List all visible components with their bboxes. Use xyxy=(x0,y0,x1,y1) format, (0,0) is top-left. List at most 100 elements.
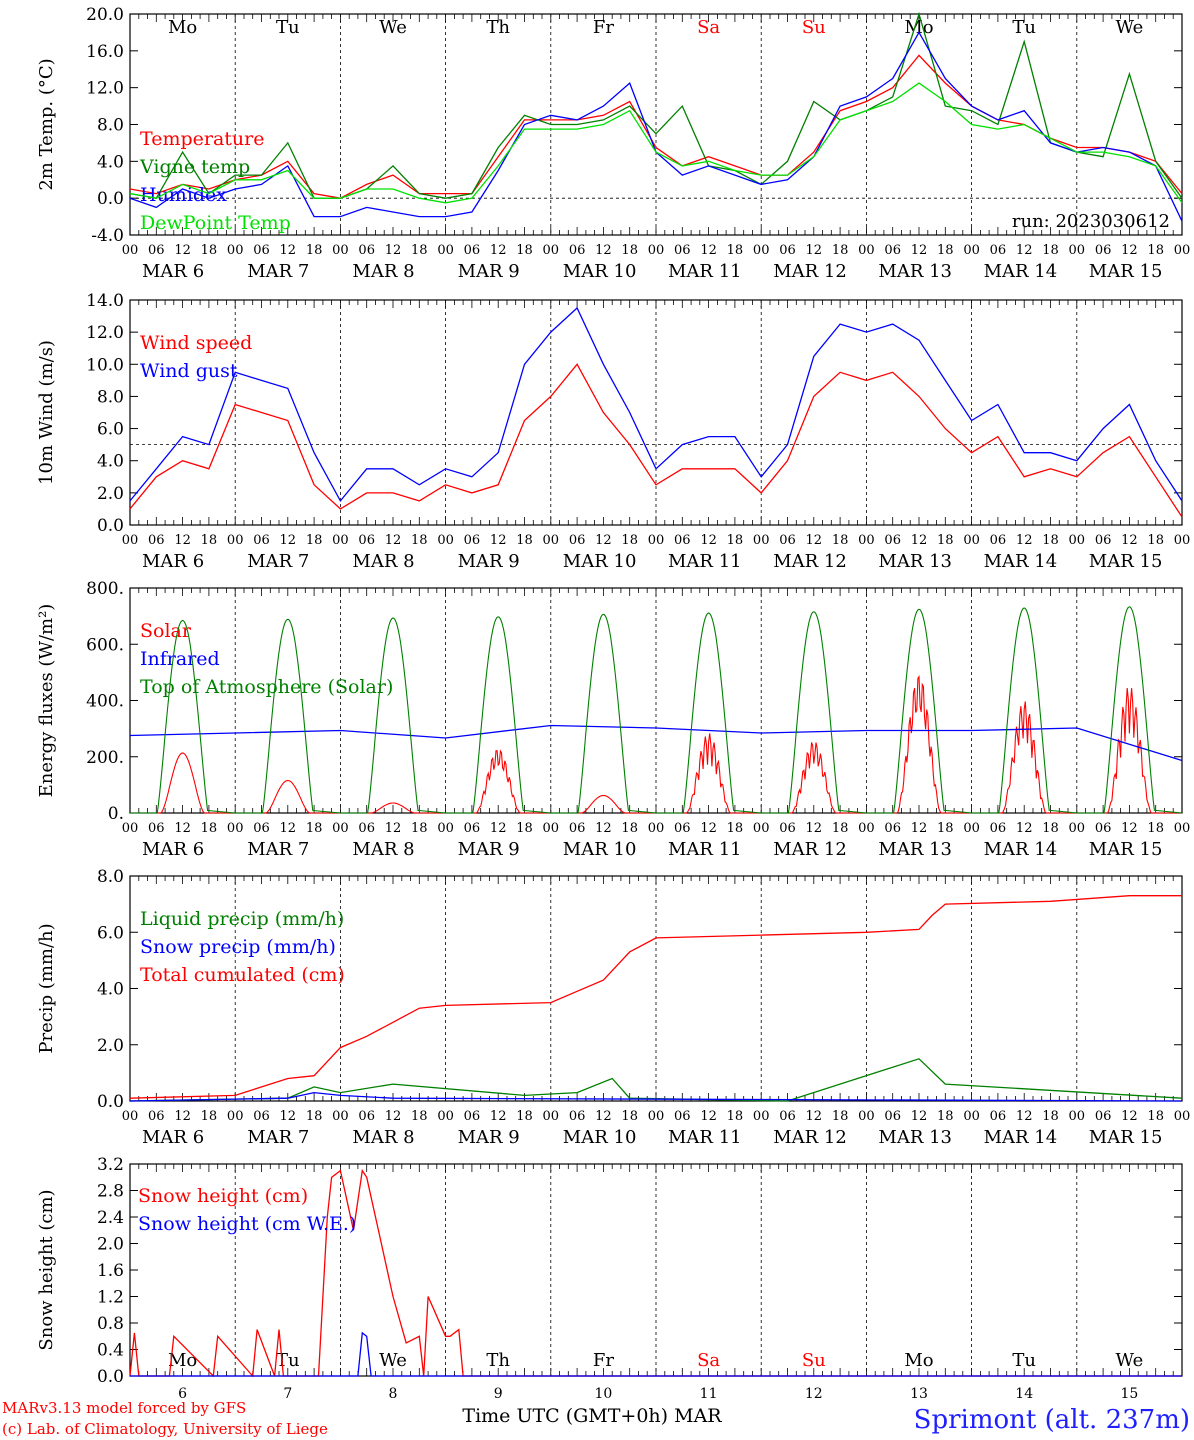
legend-entry: Wind gust xyxy=(140,360,238,382)
x-hour-label: 06 xyxy=(148,533,165,548)
x-hour-label: 18 xyxy=(411,533,428,548)
x-hour-label: 18 xyxy=(1042,1109,1059,1124)
x-hour-label: 18 xyxy=(937,243,954,258)
x-hour-label: 00 xyxy=(1069,821,1086,836)
x-hour-label: 00 xyxy=(122,1109,139,1124)
x-hour-label: 18 xyxy=(727,533,744,548)
x-hour-label: 00 xyxy=(963,821,980,836)
x-hour-label: 06 xyxy=(990,243,1007,258)
weekday-label: Mo xyxy=(168,1350,197,1371)
x-hour-label: 00 xyxy=(122,533,139,548)
y-tick-label: 4.0 xyxy=(97,452,124,472)
x-hour-label: 00 xyxy=(122,243,139,258)
x-hour-label: 12 xyxy=(1121,1109,1138,1124)
x-hour-label: 18 xyxy=(621,821,638,836)
x-hour-label: 18 xyxy=(1147,1109,1164,1124)
x-hour-label: 12 xyxy=(385,243,402,258)
legend-entry: Total cumulated (cm) xyxy=(140,964,345,986)
x-hour-label: 18 xyxy=(1042,821,1059,836)
x-date-label: MAR 11 xyxy=(668,839,742,860)
x-hour-label: 18 xyxy=(306,533,323,548)
x-hour-label: 12 xyxy=(280,1109,297,1124)
x-hour-label: 06 xyxy=(358,1109,375,1124)
x-hour-label: 06 xyxy=(779,533,796,548)
weekday-label: Sa xyxy=(697,1350,720,1371)
x-hour-label: 12 xyxy=(595,821,612,836)
panel-4: 0.0 2.0 4.0 6.0 8.0 Precip (mm/h) 00 06 12 18 00 06… xyxy=(36,867,1190,1148)
panel-2: 0.0 2.0 4.0 6.0 8.0 10.0 12.0 14.0 10m Wind (m/s… xyxy=(36,291,1190,572)
x-day-number: 15 xyxy=(1120,1386,1138,1402)
x-date-label: MAR 7 xyxy=(247,261,309,282)
x-hour-label: 18 xyxy=(201,1109,218,1124)
legend-entry: Infrared xyxy=(140,648,220,670)
x-hour-label: 00 xyxy=(963,243,980,258)
legend-entry: Snow height (cm) xyxy=(138,1185,308,1207)
x-date-label: MAR 13 xyxy=(878,261,952,282)
x-hour-label: 06 xyxy=(990,821,1007,836)
x-hour-label: 00 xyxy=(1069,243,1086,258)
x-hour-label: 12 xyxy=(806,821,823,836)
x-hour-label: 12 xyxy=(911,243,928,258)
y-tick-label: 4.0 xyxy=(97,980,124,1000)
weekday-label: Tu xyxy=(276,1350,300,1371)
y-tick-label: 0.0 xyxy=(97,1367,124,1387)
y-tick-label: 2.0 xyxy=(97,484,124,504)
x-date-label: MAR 15 xyxy=(1089,1127,1163,1148)
x-hour-label: 18 xyxy=(516,533,533,548)
y-tick-label: 20.0 xyxy=(86,5,124,25)
y-tick-label: 0.0 xyxy=(97,516,124,536)
x-hour-label: 12 xyxy=(490,243,507,258)
y-tick-label: 400. xyxy=(86,692,124,712)
x-hour-label: 00 xyxy=(1174,243,1191,258)
x-hour-label: 06 xyxy=(779,243,796,258)
x-hour-label: 06 xyxy=(674,533,691,548)
x-hour-label: 06 xyxy=(990,1109,1007,1124)
x-hour-label: 06 xyxy=(1095,533,1112,548)
x-hour-label: 06 xyxy=(990,533,1007,548)
series-line-3 xyxy=(130,606,1183,814)
y-tick-label: 200. xyxy=(86,748,124,768)
x-hour-label: 06 xyxy=(148,821,165,836)
x-hour-label: 06 xyxy=(1095,243,1112,258)
x-day-number: 9 xyxy=(494,1386,503,1402)
x-hour-label: 06 xyxy=(464,243,481,258)
x-hour-label: 00 xyxy=(437,821,454,836)
weekday-label: Su xyxy=(802,1350,826,1371)
x-hour-label: 06 xyxy=(148,1109,165,1124)
x-hour-label: 12 xyxy=(174,821,191,836)
credit-line-2: (c) Lab. of Climatology, University of L… xyxy=(2,1420,328,1438)
x-hour-label: 18 xyxy=(1042,243,1059,258)
x-hour-label: 00 xyxy=(648,533,665,548)
x-minor-ticks xyxy=(129,588,1183,813)
x-hour-label: 12 xyxy=(700,533,717,548)
weekday-label: Mo xyxy=(168,17,197,38)
y-tick-label: 6.0 xyxy=(97,420,124,440)
series-line-1 xyxy=(130,675,1182,814)
y-tick-label: 8.0 xyxy=(97,116,124,136)
x-hour-label: 12 xyxy=(385,533,402,548)
x-date-label: MAR 10 xyxy=(563,839,637,860)
x-hour-label: 18 xyxy=(201,821,218,836)
x-hour-label: 06 xyxy=(884,533,901,548)
x-hour-label: 00 xyxy=(753,243,770,258)
series-line-2 xyxy=(129,1091,1183,1102)
x-hour-label: 06 xyxy=(674,1109,691,1124)
x-hour-label: 18 xyxy=(516,243,533,258)
x-hour-label: 00 xyxy=(227,243,244,258)
x-hour-label: 12 xyxy=(490,821,507,836)
x-hour-label: 06 xyxy=(358,243,375,258)
x-date-label: MAR 14 xyxy=(984,551,1058,572)
x-hour-label: 06 xyxy=(464,1109,481,1124)
weekday-label: We xyxy=(379,17,407,38)
x-hour-label: 12 xyxy=(806,243,823,258)
x-hour-label: 00 xyxy=(753,1109,770,1124)
x-hour-label: 12 xyxy=(595,243,612,258)
x-date-label: MAR 8 xyxy=(352,1127,414,1148)
x-date-label: MAR 12 xyxy=(773,1127,847,1148)
x-hour-label: 06 xyxy=(1095,821,1112,836)
x-hour-label: 18 xyxy=(1147,821,1164,836)
x-hour-label: 06 xyxy=(569,1109,586,1124)
x-date-label: MAR 13 xyxy=(878,839,952,860)
x-hour-label: 12 xyxy=(490,533,507,548)
x-date-label: MAR 14 xyxy=(984,839,1058,860)
